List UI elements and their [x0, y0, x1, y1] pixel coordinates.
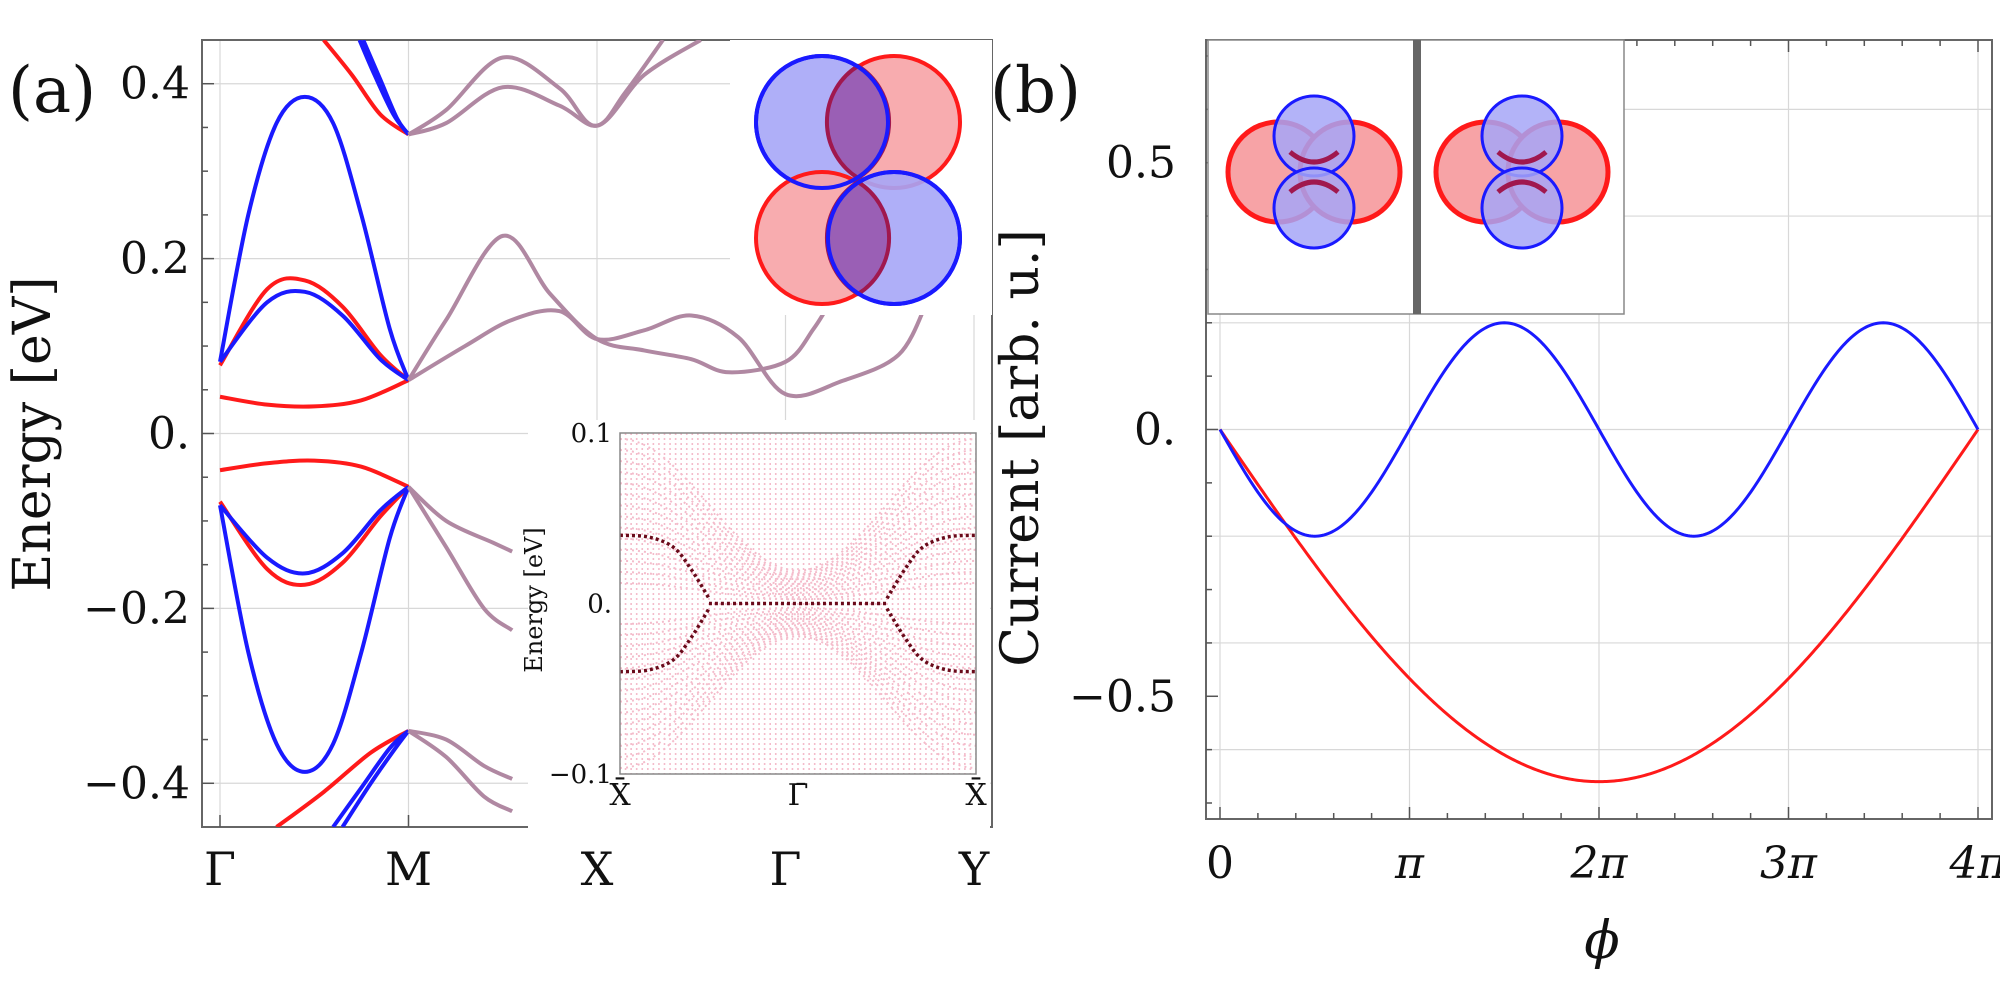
inset-bulk-band — [620, 515, 976, 588]
inset-divider — [1413, 40, 1421, 314]
band-line-purple-bottom-1 — [408, 728, 514, 781]
inset-ytick-label: −0.1 — [549, 760, 612, 790]
dxy-orbital-icon — [730, 40, 992, 315]
band-line-purple-mid-2 — [407, 301, 929, 399]
edge-spectrum-inset: 0.1 0. −0.1 X̄ Γ̄ X̄ Energy [eV] — [520, 419, 990, 830]
inset-ylabel: Energy [eV] — [520, 527, 548, 672]
band-ytick-label: −0.2 — [83, 583, 190, 634]
band-ytick-label: 0.2 — [120, 234, 190, 285]
inset-xtick-label: Γ̄ — [788, 778, 809, 813]
current-xlabel: ϕ — [1584, 911, 1619, 971]
inset-ytick-label: 0.1 — [571, 419, 612, 449]
band-line-blue-upper-big — [218, 94, 411, 381]
band-line-purple-bottom-2 — [407, 729, 514, 814]
current-xtick-label: 4π — [1949, 838, 2000, 889]
band-line-red-bottom-left — [275, 729, 410, 827]
inset-frame — [619, 432, 977, 775]
current-ytick-label: 0. — [1134, 405, 1176, 456]
band-line-red-lower-hump — [218, 485, 410, 587]
inset-edge-lower-right — [885, 607, 976, 674]
band-line-purple-lower-2 — [406, 485, 514, 632]
inset-bulk-band — [620, 630, 976, 747]
inset-bulk-band — [620, 608, 976, 637]
inset-bulk-band — [620, 635, 976, 770]
current-ytick-label: −0.5 — [1069, 671, 1176, 722]
inset-edge-lower-left — [620, 607, 711, 674]
inset-bulk-band — [620, 504, 976, 585]
inset-ytick-labels: 0.1 0. −0.1 — [549, 419, 612, 790]
band-line-red-lower-top — [219, 458, 410, 489]
current-xtick-label: 3π — [1760, 838, 1818, 889]
band-ytick-label: −0.4 — [83, 758, 190, 809]
band-line-purple-lower-1 — [407, 485, 514, 554]
current-xtick-labels: 0 π 2π 3π 4π — [1206, 838, 2000, 889]
inset-bulk-band — [620, 613, 976, 659]
band-xtick-label: X — [581, 842, 614, 896]
band-line-purple-top-1 — [407, 40, 702, 137]
inset-bulk-band — [620, 628, 976, 736]
current-series — [1218, 321, 1980, 784]
band-line-blue-lower-big — [218, 486, 411, 774]
band-xtick-label: Γ — [770, 842, 802, 896]
band-line-red-top-left — [322, 40, 410, 137]
inset-edge-upper-right — [885, 533, 976, 600]
inset-bulk-band — [620, 460, 976, 577]
band-ytick-label: 0. — [148, 409, 190, 460]
current-line-blue-curve — [1218, 321, 1980, 538]
current-xtick-label: 0 — [1206, 838, 1234, 889]
current-xtick-label: π — [1394, 838, 1425, 889]
band-series — [218, 40, 929, 827]
orbital-phase-left-icon — [1225, 94, 1403, 250]
band-ytick-label: 0.4 — [120, 59, 190, 110]
inset-edge-upper-left — [620, 533, 711, 600]
inset-edge-states — [620, 533, 976, 674]
inset-bulk-band — [620, 449, 976, 574]
current-ylabel: Current [arb. u.] — [991, 229, 1051, 666]
current-line-red-curve — [1218, 428, 1980, 784]
inset-bulk-band — [620, 622, 976, 703]
inset-bulk-band — [620, 611, 976, 648]
panel-label-b: (b) — [990, 54, 1081, 128]
inset-bulk-band — [620, 548, 976, 594]
inset-bulk-band — [620, 559, 976, 596]
inset-xtick-labels: X̄ Γ̄ X̄ — [609, 777, 987, 813]
band-xtick-label: Y — [958, 842, 990, 896]
orbital-phase-inset — [1207, 39, 1625, 315]
panel-label-a: (a) — [8, 54, 96, 128]
inset-bulk-band — [620, 570, 976, 599]
orbital-phase-right-icon — [1433, 94, 1611, 250]
band-xtick-label: M — [385, 842, 432, 896]
inset-bulk-band — [620, 617, 976, 681]
band-line-red-upper-low — [219, 378, 410, 409]
current-xtick-label: 2π — [1570, 838, 1629, 889]
band-line-red-upper-hump — [218, 276, 410, 382]
band-xtick-label: Γ — [204, 842, 236, 896]
inset-bulk-band — [620, 471, 976, 579]
inset-xtick-label: X̄ — [609, 777, 631, 813]
inset-bulk-band — [620, 619, 976, 692]
inset-bulk-band — [620, 633, 976, 758]
band-line-blue-upper-hump — [218, 288, 410, 382]
current-ytick-labels: 0.5 0. −0.5 — [1069, 138, 1176, 723]
band-line-blue-top-left-2 — [361, 40, 411, 136]
band-line-blue-lower-hump — [218, 485, 410, 576]
inset-xtick-label: X̄ — [965, 777, 987, 813]
inset-bulk-band — [620, 437, 976, 572]
band-line-blue-bottom-left-1 — [331, 729, 410, 827]
band-ytick-labels: 0.4 0.2 0. −0.2 −0.4 — [83, 59, 190, 810]
inset-ytick-label: 0. — [587, 590, 612, 620]
band-ylabel: Energy [eV] — [3, 276, 63, 591]
band-line-purple-mid-1 — [406, 233, 835, 382]
band-line-blue-bottom-left-2 — [340, 729, 411, 827]
inset-bulk-band — [620, 526, 976, 590]
current-ytick-label: 0.5 — [1106, 138, 1176, 189]
band-line-purple-top-2 — [407, 40, 665, 137]
